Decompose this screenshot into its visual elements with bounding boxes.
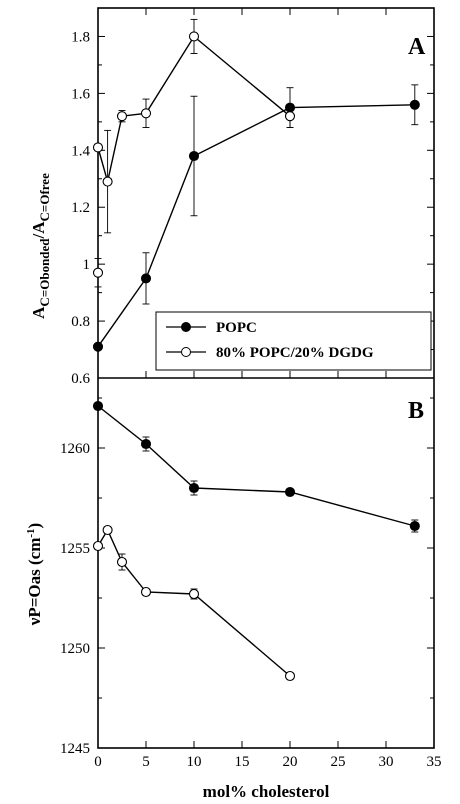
x-tick-label: 10 — [187, 754, 202, 770]
panel-b-popc-dgdg-point — [140, 586, 152, 598]
panel-a-y-tick-label: 1.6 — [71, 86, 90, 102]
panel-a-popc-dgdg-point — [140, 108, 152, 119]
panel-a-popc-dgdg-line — [97, 35, 291, 182]
panel-a-y-tick-label: 1.8 — [71, 29, 90, 45]
x-tick-label: 20 — [283, 754, 298, 770]
panel-b-popc-point — [188, 482, 200, 494]
panel-a-popc-point — [140, 273, 152, 284]
legend-label-dgdg: 80% POPC/20% DGDG — [216, 345, 374, 361]
panel-a-popc-point — [188, 150, 200, 162]
panel-a-popc-line — [97, 104, 415, 348]
panel-b-popc-dgdg-point — [188, 588, 200, 600]
panel-b-ylabel: νP=Oas (cm-1) — [25, 523, 44, 626]
panel-b-y-tick-label: 1250 — [60, 641, 90, 657]
panel-a-y-tick-label: 0.6 — [71, 371, 90, 387]
legend-box — [155, 311, 432, 371]
panel-b-y-tick-label: 1245 — [60, 741, 90, 757]
x-axis-title: mol% cholesterol — [203, 782, 330, 801]
panel-a-popc-dgdg-point — [188, 31, 200, 42]
panel-a-popc-dgdg-point — [92, 142, 104, 153]
legend-label-popc: POPC — [216, 320, 257, 336]
panel-b-popc-dgdg-point — [284, 670, 296, 682]
panel-b-popc-point — [92, 400, 104, 412]
panel-a-y-tick-label: 1.4 — [71, 143, 90, 159]
legend-marker-dgdg — [181, 347, 191, 357]
panel-a-ylabel: AC=Obonded/AC=Ofree — [29, 173, 52, 319]
panel-b-label: B — [408, 398, 424, 424]
panel-b-y-tick-label: 1255 — [60, 541, 90, 557]
panel-b-y-tick-label: 1260 — [60, 441, 90, 457]
panel-a-popc-point — [409, 99, 420, 110]
panel-a-popc-dgdg-point — [92, 267, 104, 278]
panel-b-popc-line — [97, 405, 415, 527]
panel-a-label: A — [408, 34, 426, 60]
axis-ticks: 0 5 10 15 20 25 30 35 0.6 0.8 1 1.2 1.4 1.6 1.8 1245 125… — [60, 8, 442, 770]
panel-b-popc-point — [140, 438, 152, 450]
panel-b-popc-dgdg-point — [92, 540, 104, 552]
x-tick-label: 0 — [94, 754, 102, 770]
panel-b-popc-dgdg-line — [97, 528, 291, 677]
x-tick-label: 25 — [331, 754, 346, 770]
panel-b-popc-dgdg-point — [116, 556, 128, 568]
panel-a-popc-dgdg-point — [284, 111, 296, 122]
panel-a-popc-dgdg-point — [102, 176, 113, 187]
panel-a-y-tick-label: 0.8 — [71, 314, 90, 330]
x-tick-label: 5 — [142, 754, 150, 770]
legend: POPC 80% POPC/20% DGDG — [155, 311, 432, 371]
panel-b-popc-point — [409, 520, 420, 532]
panel-b-popc-point — [284, 486, 296, 498]
legend-marker-popc — [181, 322, 191, 332]
panel-a-popc-dgdg-point — [116, 111, 128, 122]
x-tick-label: 15 — [235, 754, 250, 770]
x-tick-label: 35 — [427, 754, 442, 770]
panel-b-popc-dgdg-point — [102, 524, 113, 536]
panel-a-y-tick-label: 1.2 — [71, 200, 90, 216]
panel-a-popc-point — [92, 341, 104, 352]
series-layer — [92, 18, 420, 682]
panel-a-y-tick-label: 1 — [83, 257, 91, 273]
x-tick-label: 30 — [379, 754, 394, 770]
